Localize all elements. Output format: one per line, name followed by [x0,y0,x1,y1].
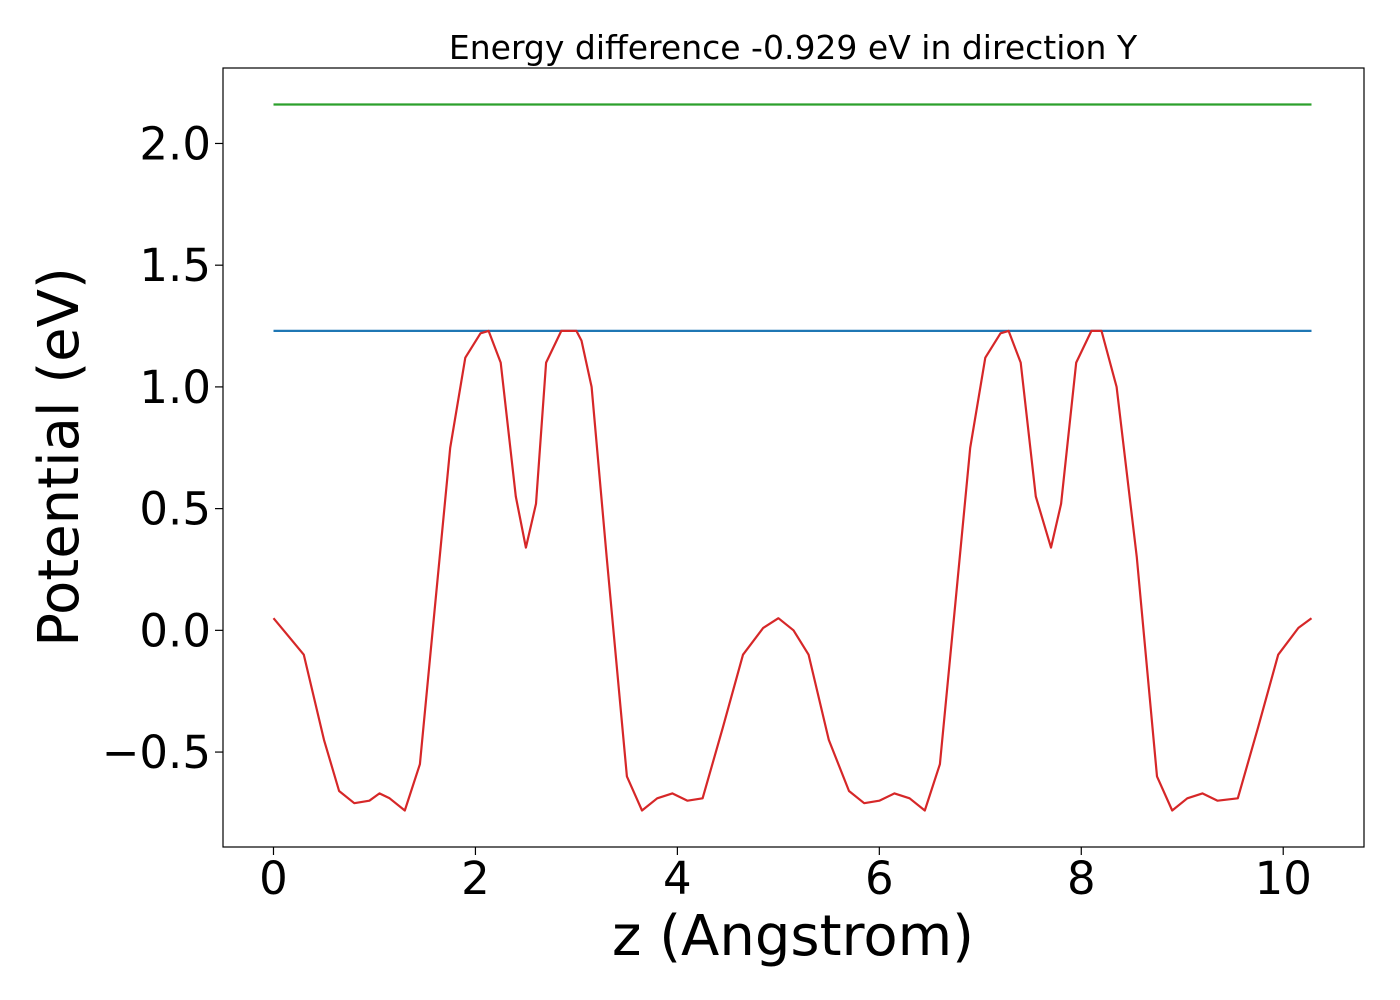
y-tick-label: −0.5 [102,726,211,779]
y-axis: −0.5 0.0 0.5 1.0 1.5 2.0 [102,117,223,779]
chart-title: Energy difference -0.929 eV in direction… [449,28,1138,67]
y-tick-label: 0.5 [139,483,211,536]
x-tick-label: 2 [461,852,490,905]
series-layer [272,103,1313,812]
y-tick-label: 2.0 [139,117,211,170]
x-tick-label: 4 [663,852,692,905]
x-tick-label: 0 [259,852,288,905]
y-tick-label: 1.0 [139,361,211,414]
x-tick-label: 8 [1067,852,1096,905]
x-axis: 0 2 4 6 8 10 [259,847,1312,905]
y-tick-label: 1.5 [139,239,211,292]
x-axis-label: z (Angstrom) [612,904,974,969]
x-tick-label: 6 [865,852,894,905]
plot-frame [222,67,1365,848]
y-tick-label: 0.0 [139,604,211,657]
plot-area [222,67,1365,848]
y-axis-label: Potential (eV) [27,267,92,647]
series-line-2 [272,329,1313,812]
x-tick-label: 10 [1255,852,1312,905]
